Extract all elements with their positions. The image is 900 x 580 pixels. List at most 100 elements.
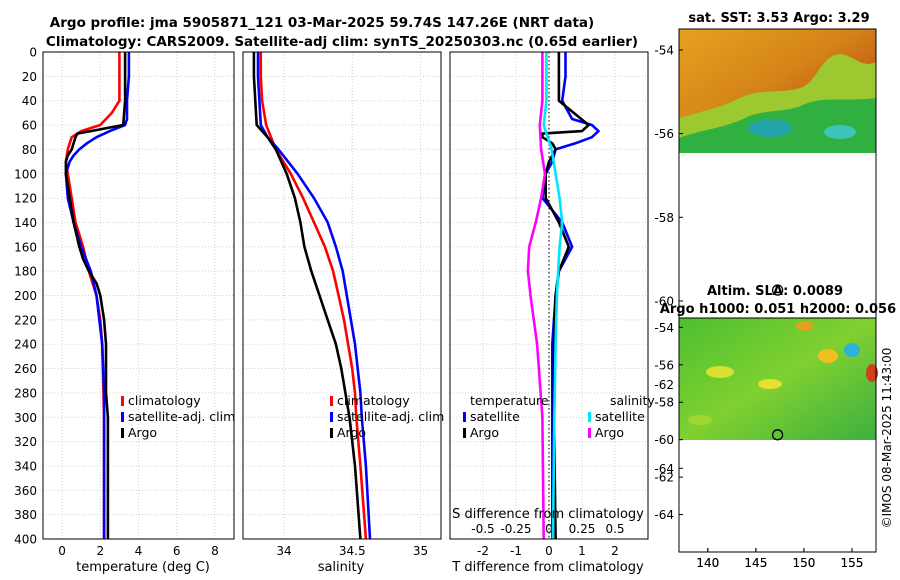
map-lat-label: -54 bbox=[654, 321, 674, 335]
series-line-argo bbox=[252, 52, 362, 540]
x-tick-label: 6 bbox=[173, 544, 181, 558]
depth-tick-label: 400 bbox=[14, 533, 37, 547]
depth-tick-label: 60 bbox=[22, 119, 37, 133]
plot-frame bbox=[42, 51, 235, 540]
argo-float-marker bbox=[771, 284, 784, 296]
depth-tick-label: 0 bbox=[29, 46, 37, 60]
depth-tick-label: 160 bbox=[14, 240, 37, 254]
series-line-salinity-satellite bbox=[542, 52, 564, 540]
plot-frame bbox=[449, 51, 649, 540]
map-lat-label: -58 bbox=[654, 211, 674, 225]
series-line-salinity-argo bbox=[526, 52, 547, 540]
sst-map-panel: sat. SST: 3.53 Argo: 3.29 -54 -56 -58 -60 -6… bbox=[654, 11, 877, 570]
map-lat-label: -60 bbox=[654, 294, 674, 308]
depth-tick-label: 100 bbox=[14, 167, 37, 181]
depth-tick-label: 380 bbox=[14, 508, 37, 522]
s-diff-tick-label: -0.25 bbox=[500, 522, 531, 536]
sla-map-panel: Altim. SLA: 0.0089 Argo h1000: 0.051 h20… bbox=[654, 284, 896, 570]
sst-map-title: sat. SST: 3.53 Argo: 3.29 bbox=[688, 11, 869, 26]
depth-tick-label: 360 bbox=[14, 484, 37, 498]
s-diff-tick-label: 0.5 bbox=[605, 522, 624, 536]
x-tick-label: 8 bbox=[211, 544, 219, 558]
x-tick-label: 0 bbox=[545, 544, 553, 558]
map-lat-label: -62 bbox=[654, 378, 674, 392]
legend-label-satellite: satellite-adj. clim bbox=[337, 409, 444, 424]
legend-swatch-argo bbox=[121, 428, 124, 438]
legend-swatch-t-satellite bbox=[463, 412, 466, 422]
x-tick-label: 1 bbox=[578, 544, 586, 558]
depth-tick-label: 200 bbox=[14, 289, 37, 303]
map-lat-label: -58 bbox=[654, 396, 674, 410]
temperature-xlabel: temperature (deg C) bbox=[76, 560, 210, 575]
map-lat-label: -54 bbox=[654, 43, 674, 57]
legend-header-temperature: temperature bbox=[470, 393, 549, 408]
legend-label-t-argo: Argo bbox=[470, 425, 499, 440]
sla-anomaly-patch bbox=[796, 321, 814, 331]
legend-swatch-climatology bbox=[121, 396, 124, 406]
x-tick-label: 35 bbox=[413, 544, 428, 558]
depth-tick-label: 280 bbox=[14, 386, 37, 400]
map-lon-label: 150 bbox=[792, 556, 815, 570]
map-lat-label: -60 bbox=[654, 433, 674, 447]
difference-legend: temperature salinity satellite Argo sate… bbox=[463, 393, 655, 440]
figure-title-line2: Climatology: CARS2009. Satellite-adj cli… bbox=[46, 34, 638, 50]
map-lat-label: -56 bbox=[654, 127, 674, 141]
sla-map-title: Altim. SLA: 0.0089 bbox=[707, 284, 843, 299]
s-diff-tick-label: 0.25 bbox=[569, 522, 596, 536]
legend-swatch-argo bbox=[330, 428, 333, 438]
salinity-xlabel: salinity bbox=[318, 560, 365, 575]
legend-swatch-satellite bbox=[121, 412, 124, 422]
legend-label-satellite: satellite-adj. clim bbox=[128, 409, 235, 424]
sla-map-frame bbox=[678, 317, 877, 553]
depth-tick-label: 20 bbox=[22, 70, 37, 84]
map-lat-label: -64 bbox=[654, 462, 674, 476]
map-lat-label: -62 bbox=[654, 471, 674, 485]
map-lon-label: 140 bbox=[696, 556, 719, 570]
salinity-legend: climatology satellite-adj. clim Argo bbox=[330, 393, 444, 440]
depth-tick-label: 140 bbox=[14, 216, 37, 230]
legend-swatch-satellite bbox=[330, 412, 333, 422]
copyright-stamp: ©IMOS 08-Mar-2025 11:43:00 bbox=[880, 348, 894, 529]
sst-cold-patch bbox=[748, 119, 792, 137]
legend-label-climatology: climatology bbox=[337, 393, 410, 408]
sla-anomaly-patch bbox=[758, 379, 782, 389]
difference-xlabel-t: T difference from climatology bbox=[451, 560, 644, 575]
argo-float-marker bbox=[771, 429, 784, 441]
temperature-legend: climatology satellite-adj. clim Argo bbox=[121, 393, 235, 440]
x-tick-label: 2 bbox=[611, 544, 619, 558]
depth-tick-label: 120 bbox=[14, 192, 37, 206]
s-diff-tick-label: -0.5 bbox=[471, 522, 494, 536]
plot-frame bbox=[242, 51, 442, 540]
depth-tick-label: 240 bbox=[14, 338, 37, 352]
legend-label-argo: Argo bbox=[128, 425, 157, 440]
legend-swatch-t-argo bbox=[463, 428, 466, 438]
legend-label-argo: Argo bbox=[337, 425, 366, 440]
sst-cold-patch bbox=[824, 125, 856, 139]
depth-tick-label: 180 bbox=[14, 265, 37, 279]
depth-tick-label: 340 bbox=[14, 459, 37, 473]
map-lon-label: 145 bbox=[744, 556, 767, 570]
x-tick-label: 4 bbox=[135, 544, 143, 558]
legend-swatch-s-satellite bbox=[588, 412, 591, 422]
legend-label-s-argo: Argo bbox=[595, 425, 624, 440]
sla-anomaly-patch bbox=[818, 349, 838, 363]
map-lon-label: 155 bbox=[841, 556, 864, 570]
sla-map-subtitle: Argo h1000: 0.051 h2000: 0.056 bbox=[660, 302, 896, 317]
depth-tick-label: 320 bbox=[14, 435, 37, 449]
figure-title-line1: Argo profile: jma 5905871_121 03-Mar-202… bbox=[50, 15, 594, 31]
x-tick-label: -1 bbox=[510, 544, 522, 558]
legend-label-s-satellite: satellite bbox=[595, 409, 645, 424]
legend-label-t-satellite: satellite bbox=[470, 409, 520, 424]
depth-tick-label: 260 bbox=[14, 362, 37, 376]
depth-tick-label: 40 bbox=[22, 94, 37, 108]
temperature-panel: 0204060801001201401601802002202402602803… bbox=[14, 46, 235, 558]
x-tick-label: -2 bbox=[477, 544, 489, 558]
map-lon-label: 145 bbox=[744, 556, 767, 570]
series-line-satellite-adj-clim bbox=[64, 52, 131, 539]
x-tick-label: 0 bbox=[58, 544, 66, 558]
series-line-climatology bbox=[259, 52, 368, 540]
depth-tick-label: 220 bbox=[14, 313, 37, 327]
